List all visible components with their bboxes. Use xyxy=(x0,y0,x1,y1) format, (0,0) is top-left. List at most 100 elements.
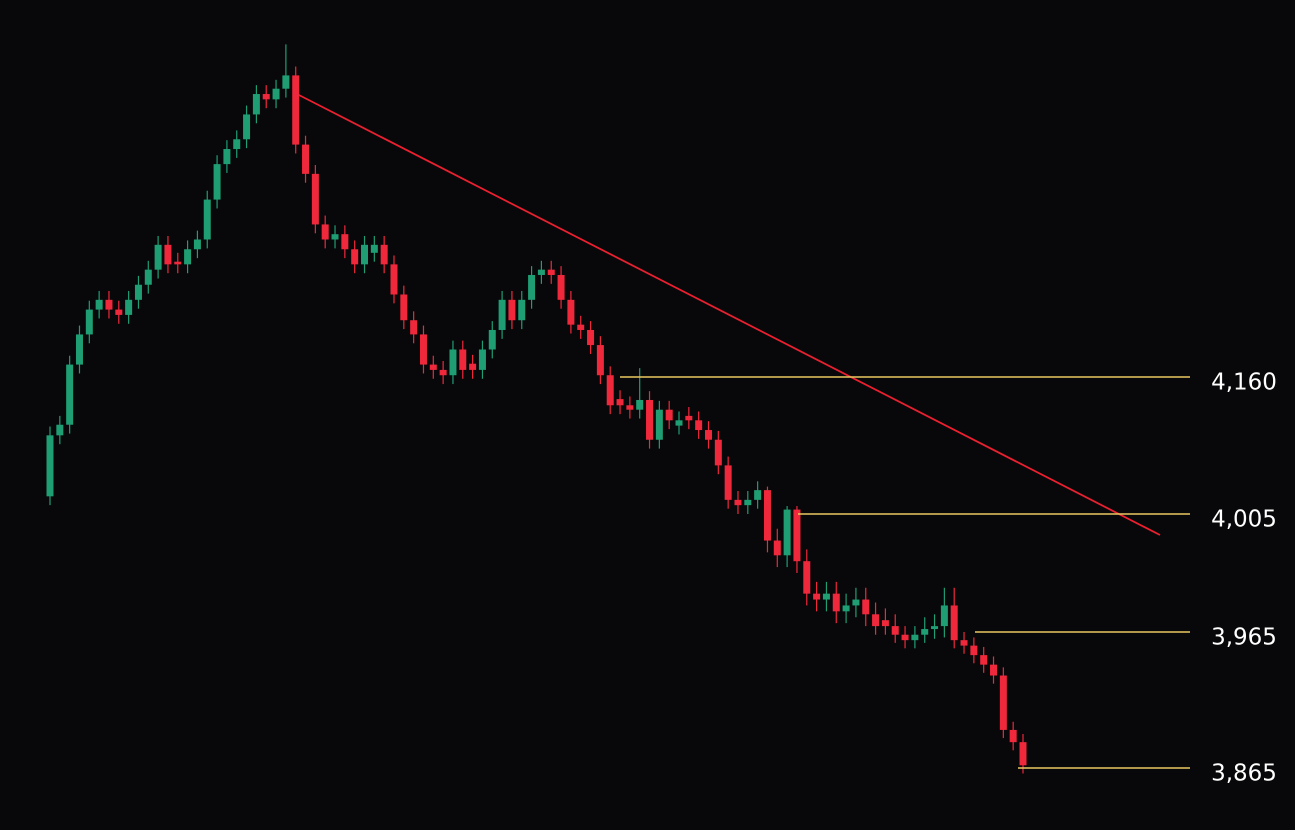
candle-body xyxy=(646,399,654,440)
candle-body xyxy=(832,593,840,612)
candle-body xyxy=(528,274,536,300)
candle-body xyxy=(852,599,860,606)
candle-body xyxy=(203,199,211,240)
candle-body xyxy=(66,364,74,425)
candle-body xyxy=(980,655,988,665)
level-label: 3,965 xyxy=(1211,625,1277,651)
candle-body xyxy=(763,490,771,541)
candle-body xyxy=(419,334,427,365)
candle-body xyxy=(606,375,614,406)
candle-body xyxy=(665,409,673,421)
candle-body xyxy=(675,420,683,426)
candle-body xyxy=(773,540,781,556)
candle-body xyxy=(695,420,703,431)
candle-body xyxy=(193,239,201,250)
candle-body xyxy=(184,249,192,265)
candle-body xyxy=(95,299,103,310)
candle-body xyxy=(75,334,83,365)
candle-body xyxy=(881,620,889,627)
candle-body xyxy=(292,75,300,145)
candle-body xyxy=(813,593,821,600)
candle-body xyxy=(596,345,604,376)
candle-body xyxy=(46,435,54,497)
candle-body xyxy=(990,664,998,676)
candle-body xyxy=(361,244,369,265)
candle-body xyxy=(429,364,437,370)
candle-body xyxy=(311,173,319,225)
candle-body xyxy=(822,593,830,600)
candle-body xyxy=(370,244,378,253)
candle-body xyxy=(626,405,634,410)
candle-body xyxy=(567,299,575,325)
candle-body xyxy=(341,234,349,250)
candle-body xyxy=(262,94,270,100)
candle-body xyxy=(960,640,968,646)
candle-body xyxy=(469,363,477,370)
candle-body xyxy=(233,139,241,150)
candle-body xyxy=(439,369,447,376)
candle-body xyxy=(557,274,565,300)
trend-line xyxy=(294,92,1161,536)
level-label: 3,865 xyxy=(1211,761,1277,787)
candle-body xyxy=(842,605,850,612)
candle-body xyxy=(803,561,811,594)
candle-body xyxy=(872,614,880,627)
candle-body xyxy=(783,509,791,556)
candle-body xyxy=(400,294,408,321)
candle-body xyxy=(940,605,948,627)
candle-body xyxy=(459,349,467,370)
candle-body xyxy=(547,269,555,275)
candle-body xyxy=(390,264,398,295)
candle-body xyxy=(891,626,899,635)
candle-body xyxy=(901,634,909,641)
candle-body xyxy=(321,224,329,240)
candle-body xyxy=(714,439,722,466)
candle-body xyxy=(921,629,929,635)
candle-body xyxy=(498,299,506,330)
candle-body xyxy=(734,499,742,506)
level-label: 4,005 xyxy=(1211,507,1277,533)
candle-body xyxy=(134,284,142,300)
candle-body xyxy=(1019,742,1027,766)
candle-body xyxy=(272,88,280,100)
candle-body xyxy=(862,599,870,615)
candle-body xyxy=(636,399,644,410)
candle-body xyxy=(793,509,801,562)
candle-body xyxy=(970,645,978,656)
candle-body xyxy=(508,299,516,321)
candle-body xyxy=(164,244,172,265)
candle-body xyxy=(518,299,526,321)
candle-body xyxy=(754,490,762,500)
candle-body xyxy=(125,299,133,315)
candle-body xyxy=(174,261,182,265)
candle-body xyxy=(213,164,221,200)
candle-body xyxy=(351,249,359,265)
candle-body xyxy=(655,409,663,440)
candle-body xyxy=(744,499,752,506)
candle-body xyxy=(243,114,251,140)
level-label: 4,160 xyxy=(1211,370,1277,396)
candle-body xyxy=(577,324,585,330)
candle-body xyxy=(449,349,457,376)
candle-body xyxy=(911,634,919,641)
candle-body xyxy=(704,430,712,440)
candle-body xyxy=(115,309,123,315)
candle-body xyxy=(302,144,310,174)
candle-body xyxy=(410,320,418,335)
candle-body xyxy=(685,415,693,421)
candle-body xyxy=(223,149,231,165)
candle-body xyxy=(56,424,64,436)
candle-body xyxy=(478,349,486,370)
candle-body xyxy=(144,269,152,285)
candle-body xyxy=(252,94,260,115)
candle-body xyxy=(85,309,93,335)
candle-body xyxy=(105,299,113,310)
candle-body xyxy=(931,626,939,630)
candle-body xyxy=(999,675,1007,730)
candle-body xyxy=(616,399,624,406)
candle-body xyxy=(537,269,545,275)
candle-body xyxy=(950,605,958,641)
candle-body xyxy=(1009,729,1017,743)
